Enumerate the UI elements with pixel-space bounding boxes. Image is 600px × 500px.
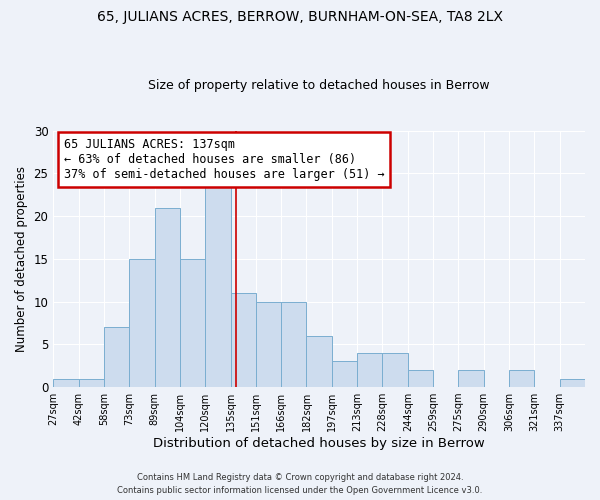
- Bar: [155, 208, 180, 387]
- Bar: [382, 353, 408, 387]
- Bar: [509, 370, 535, 387]
- Text: 65, JULIANS ACRES, BERROW, BURNHAM-ON-SEA, TA8 2LX: 65, JULIANS ACRES, BERROW, BURNHAM-ON-SE…: [97, 10, 503, 24]
- Bar: [256, 302, 281, 387]
- Bar: [458, 370, 484, 387]
- Text: Contains HM Land Registry data © Crown copyright and database right 2024.
Contai: Contains HM Land Registry data © Crown c…: [118, 474, 482, 495]
- Bar: [129, 259, 155, 387]
- Bar: [180, 259, 205, 387]
- Bar: [560, 378, 585, 387]
- Title: Size of property relative to detached houses in Berrow: Size of property relative to detached ho…: [148, 79, 490, 92]
- Bar: [408, 370, 433, 387]
- Y-axis label: Number of detached properties: Number of detached properties: [15, 166, 28, 352]
- Bar: [332, 362, 357, 387]
- Bar: [281, 302, 307, 387]
- Bar: [357, 353, 382, 387]
- Bar: [79, 378, 104, 387]
- Bar: [53, 378, 79, 387]
- X-axis label: Distribution of detached houses by size in Berrow: Distribution of detached houses by size …: [153, 437, 485, 450]
- Bar: [205, 182, 230, 387]
- Bar: [104, 328, 129, 387]
- Bar: [307, 336, 332, 387]
- Text: 65 JULIANS ACRES: 137sqm
← 63% of detached houses are smaller (86)
37% of semi-d: 65 JULIANS ACRES: 137sqm ← 63% of detach…: [64, 138, 385, 182]
- Bar: [230, 293, 256, 387]
